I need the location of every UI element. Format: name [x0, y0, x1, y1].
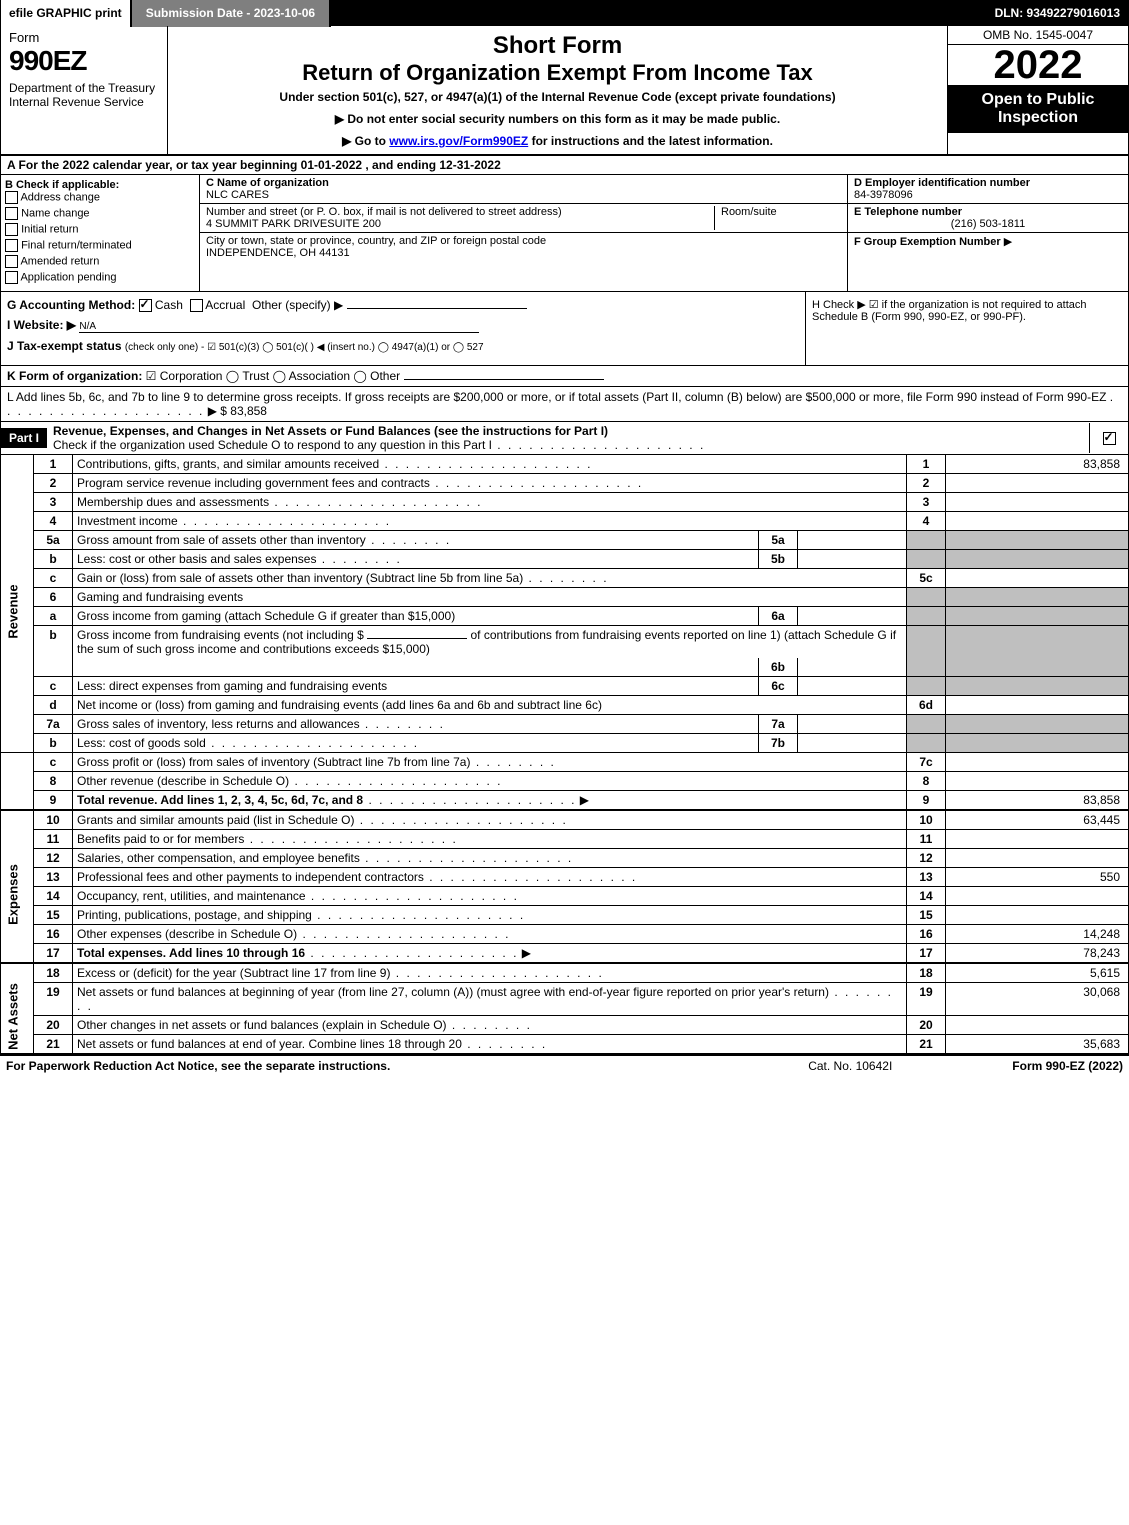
- line-19-amount: 30,068: [946, 983, 1129, 1016]
- revenue-side-label: Revenue: [1, 455, 34, 753]
- footer: For Paperwork Reduction Act Notice, see …: [0, 1055, 1129, 1076]
- line-13-amount: 550: [946, 868, 1129, 887]
- street-address: 4 SUMMIT PARK DRIVESUITE 200: [206, 218, 714, 230]
- submission-date: Submission Date - 2023-10-06: [130, 0, 331, 27]
- part-1-badge: Part I: [1, 428, 47, 448]
- section-ghi: G Accounting Method: Cash Accrual Other …: [0, 292, 1129, 366]
- city-label: City or town, state or province, country…: [206, 235, 841, 247]
- header-row: Form 990EZ Department of the Treasury In…: [0, 26, 1129, 154]
- section-g-i: G Accounting Method: Cash Accrual Other …: [1, 292, 805, 365]
- form-id-column: Form 990EZ Department of the Treasury In…: [1, 26, 168, 154]
- check-amended-return[interactable]: Amended return: [5, 255, 195, 268]
- part-1-header: Part I Revenue, Expenses, and Changes in…: [0, 422, 1129, 455]
- catalog-number: Cat. No. 10642I: [808, 1059, 892, 1073]
- line-21-amount: 35,683: [946, 1035, 1129, 1055]
- check-address-change[interactable]: Address change: [5, 191, 195, 204]
- section-h: H Check ▶ ☑ if the organization is not r…: [805, 292, 1128, 365]
- org-name: NLC CARES: [206, 189, 841, 201]
- efile-label[interactable]: efile GRAPHIC print: [1, 0, 130, 27]
- irs-link[interactable]: www.irs.gov/Form990EZ: [389, 134, 528, 148]
- group-exemption-arrow: ▶: [1004, 236, 1012, 248]
- directive-2-post: for instructions and the latest informat…: [528, 134, 773, 148]
- total-expenses-amount: 78,243: [946, 944, 1129, 964]
- website-line: I Website: ▶ N/A: [7, 318, 799, 333]
- website-value: N/A: [79, 321, 479, 333]
- tax-exempt-status: J Tax-exempt status (check only one) - ☑…: [7, 339, 799, 353]
- long-title: Return of Organization Exempt From Incom…: [174, 60, 941, 86]
- total-revenue-amount: 83,858: [946, 791, 1129, 811]
- directive-2: ▶ Go to www.irs.gov/Form990EZ for instru…: [174, 134, 941, 148]
- title-column: Short Form Return of Organization Exempt…: [168, 26, 947, 154]
- tax-year: 2022: [948, 45, 1128, 85]
- section-bc-row: B Check if applicable: Address change Na…: [0, 175, 1129, 292]
- accounting-method: G Accounting Method: Cash Accrual Other …: [7, 298, 799, 312]
- paperwork-notice: For Paperwork Reduction Act Notice, see …: [6, 1059, 390, 1073]
- subtitle: Under section 501(c), 527, or 4947(a)(1)…: [174, 90, 941, 104]
- check-final-return[interactable]: Final return/terminated: [5, 239, 195, 252]
- form-table: Revenue 1 Contributions, gifts, grants, …: [0, 455, 1129, 1055]
- section-b: B Check if applicable: Address change Na…: [1, 175, 200, 291]
- city-state-zip: INDEPENDENCE, OH 44131: [206, 247, 841, 259]
- line-18-amount: 5,615: [946, 963, 1129, 983]
- org-name-label: C Name of organization: [206, 177, 841, 189]
- form-label: Form: [9, 30, 159, 45]
- right-column: OMB No. 1545-0047 2022 Open to Public In…: [947, 26, 1128, 154]
- cash-checkbox[interactable]: [139, 299, 152, 312]
- open-to-public: Open to Public Inspection: [948, 85, 1128, 133]
- short-form-title: Short Form: [174, 32, 941, 60]
- directive-2-pre: ▶ Go to: [342, 134, 389, 148]
- dln-number: DLN: 93492279016013: [995, 6, 1128, 20]
- expenses-side-label: Expenses: [1, 810, 34, 963]
- check-application-pending[interactable]: Application pending: [5, 271, 195, 284]
- room-suite: Room/suite: [714, 206, 841, 230]
- phone-label: E Telephone number: [854, 206, 1122, 218]
- gross-receipts-amount: $ 83,858: [220, 404, 267, 418]
- section-def: D Employer identification number 84-3978…: [847, 175, 1128, 291]
- net-assets-side-label: Net Assets: [1, 963, 34, 1054]
- department-label: Department of the Treasury Internal Reve…: [9, 81, 159, 109]
- top-bar: efile GRAPHIC print Submission Date - 20…: [0, 0, 1129, 26]
- form-footer-label: Form 990-EZ (2022): [1012, 1059, 1123, 1073]
- group-exemption-label: F Group Exemption Number: [854, 236, 1001, 248]
- phone-value: (216) 503-1811: [854, 218, 1122, 230]
- section-k: K Form of organization: ☑ Corporation ◯ …: [0, 366, 1129, 387]
- section-l: L Add lines 5b, 6c, and 7b to line 9 to …: [0, 387, 1129, 422]
- schedule-o-checkbox[interactable]: [1103, 432, 1116, 445]
- addr-label: Number and street (or P. O. box, if mail…: [206, 206, 714, 218]
- section-a: A For the 2022 calendar year, or tax yea…: [0, 154, 1129, 175]
- section-c: C Name of organization NLC CARES Number …: [200, 175, 847, 291]
- form-number: 990EZ: [9, 45, 159, 77]
- part-1-title: Revenue, Expenses, and Changes in Net As…: [47, 422, 1089, 454]
- line-1-amount: 83,858: [946, 455, 1129, 474]
- ein-label: D Employer identification number: [854, 177, 1122, 189]
- directive-1: ▶ Do not enter social security numbers o…: [174, 112, 941, 126]
- accrual-checkbox[interactable]: [190, 299, 203, 312]
- section-b-title: B Check if applicable:: [5, 179, 195, 191]
- line-16-amount: 14,248: [946, 925, 1129, 944]
- check-name-change[interactable]: Name change: [5, 207, 195, 220]
- ein-value: 84-3978096: [854, 189, 1122, 201]
- line-10-amount: 63,445: [946, 810, 1129, 830]
- check-initial-return[interactable]: Initial return: [5, 223, 195, 236]
